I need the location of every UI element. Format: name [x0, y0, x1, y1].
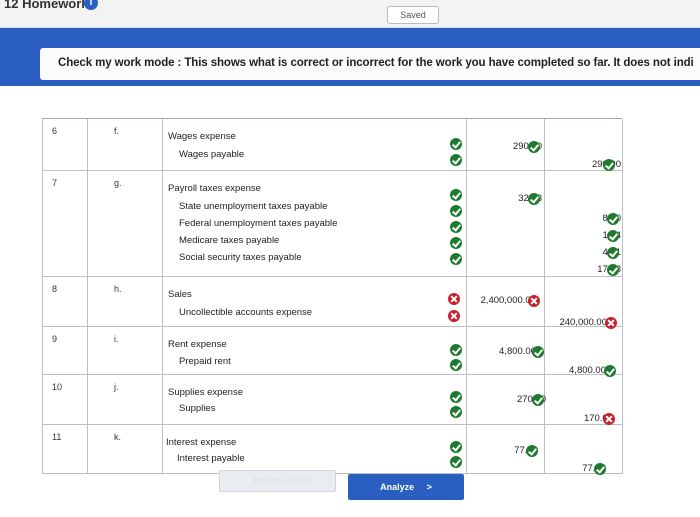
correct-check-icon [528, 193, 540, 205]
col-line [87, 119, 88, 474]
credit-amount[interactable]: 8.70 [557, 213, 621, 225]
incorrect-x-icon [528, 295, 540, 307]
correct-check-icon [594, 463, 606, 475]
entry-date: f. [114, 126, 120, 136]
correct-check-icon [607, 264, 619, 276]
incorrect-x-icon [448, 310, 460, 322]
general-journal-button[interactable]: < General Journal [219, 470, 336, 492]
debit-account[interactable]: Sales [168, 289, 192, 300]
correct-check-icon [607, 247, 619, 259]
correct-check-icon [450, 391, 462, 403]
analyze-button[interactable]: Analyze > [348, 474, 464, 500]
credit-amount[interactable]: 17.98 [557, 264, 621, 276]
incorrect-x-icon [605, 317, 617, 329]
correct-check-icon [532, 394, 544, 406]
debit-account[interactable]: Payroll taxes expense [168, 183, 261, 194]
correct-check-icon [450, 344, 462, 356]
entry-number: 11 [52, 432, 62, 442]
debit-amount[interactable]: 290.00 [482, 141, 542, 153]
analyze-label: Analyze [380, 482, 415, 492]
credit-amount[interactable]: 1.74 [557, 230, 621, 242]
chevron-right-icon: > [426, 482, 432, 492]
saved-status: Saved [387, 6, 439, 24]
entry-number: 9 [52, 334, 58, 344]
entry-date: j. [114, 382, 119, 392]
incorrect-x-icon [448, 293, 460, 305]
credit-amount[interactable]: 240,000.00 [539, 317, 617, 329]
credit-account[interactable]: Supplies [179, 403, 216, 414]
journal-row: 8 h. Sales Uncollectible accounts expens… [42, 277, 622, 329]
journal-row: 9 i. Rent expense Prepaid rent 4,800.00 … [42, 327, 622, 377]
debit-account[interactable]: Wages expense [168, 131, 236, 142]
credit-account[interactable]: Interest payable [177, 453, 245, 464]
correct-check-icon [450, 359, 462, 371]
col-line [42, 119, 43, 474]
correct-check-icon [450, 456, 462, 468]
debit-account[interactable]: Interest expense [166, 437, 237, 448]
debit-amount[interactable]: 270.00 [482, 394, 546, 406]
check-mode-banner: Check my work mode : This shows what is … [0, 28, 700, 86]
journal-row: 7 g. Payroll taxes expense State unemplo… [42, 171, 622, 277]
credit-account[interactable]: Prepaid rent [179, 356, 231, 367]
entry-date: k. [114, 432, 122, 442]
credit-amount[interactable]: 4,800.00 [542, 365, 616, 377]
chevron-left-icon: < [245, 476, 251, 485]
credit-account[interactable]: Wages payable [179, 149, 245, 160]
correct-check-icon [607, 213, 619, 225]
credit-amount[interactable]: 4.21 [557, 247, 621, 259]
entry-date: g. [114, 178, 122, 188]
debit-amount[interactable]: 77.00 [482, 445, 538, 457]
debit-amount[interactable]: 32.63 [482, 193, 542, 205]
credit-account[interactable]: Medicare taxes payable [179, 235, 280, 246]
entry-number: 10 [52, 382, 63, 392]
correct-check-icon [607, 230, 619, 242]
banner-text: Check my work mode : This shows what is … [58, 57, 694, 69]
col-line [162, 119, 163, 474]
debit-account[interactable]: Supplies expense [168, 387, 243, 398]
credit-amount[interactable]: 77.00 [550, 463, 606, 475]
info-icon[interactable]: i [84, 0, 98, 10]
debit-amount[interactable]: 2,400,000.00 [462, 295, 540, 307]
top-bar: 12 Homework i Saved [0, 0, 700, 28]
credit-amount[interactable]: 290.00 [557, 159, 621, 171]
credit-amount[interactable]: 170.00 [583, 413, 615, 425]
credit-account[interactable]: Federal unemployment taxes payable [179, 218, 338, 229]
entry-date: i. [114, 334, 119, 344]
debit-amount[interactable]: 4,800.00 [472, 346, 544, 358]
correct-check-icon [604, 365, 616, 377]
correct-check-icon [528, 141, 540, 153]
journal-row: 11 k. Interest expense Interest payable … [42, 425, 622, 475]
debit-account[interactable]: Rent expense [168, 339, 227, 350]
credit-account[interactable]: Social security taxes payable [179, 252, 302, 263]
correct-check-icon [603, 159, 615, 171]
homework-title: 12 Homework [4, 0, 89, 11]
journal-table: 6 f. Wages expense Wages payable 290.00 … [42, 118, 623, 475]
credit-account[interactable]: Uncollectible accounts expense [179, 307, 313, 318]
correct-check-icon [450, 406, 462, 418]
entry-number: 7 [52, 178, 58, 188]
journal-row: 10 j. Supplies expense Supplies 270.00 1… [42, 375, 622, 425]
correct-check-icon [450, 154, 462, 166]
correct-check-icon [450, 253, 462, 265]
col-line [544, 119, 545, 474]
banner-box: Check my work mode : This shows what is … [40, 48, 700, 80]
entry-number: 8 [52, 284, 58, 294]
journal-row: 6 f. Wages expense Wages payable 290.00 … [42, 119, 622, 171]
col-line [466, 119, 467, 474]
correct-check-icon [450, 138, 462, 150]
correct-check-icon [450, 237, 462, 249]
correct-check-icon [450, 441, 462, 453]
correct-check-icon [450, 189, 462, 201]
entry-number: 6 [52, 126, 58, 136]
correct-check-icon [532, 346, 544, 358]
general-journal-label: General Journal [252, 476, 310, 485]
correct-check-icon [450, 205, 462, 217]
col-line [622, 119, 623, 474]
correct-check-icon [526, 445, 538, 457]
entry-date: h. [114, 284, 122, 294]
incorrect-x-icon [603, 413, 615, 425]
credit-account[interactable]: State unemployment taxes payable [179, 201, 328, 212]
correct-check-icon [450, 221, 462, 233]
